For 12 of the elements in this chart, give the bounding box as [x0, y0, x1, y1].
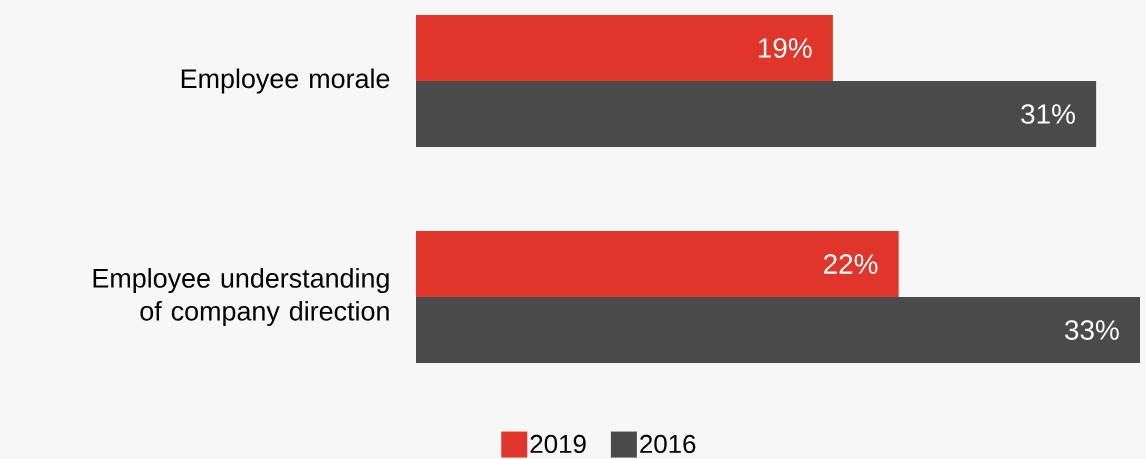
y-tick-label: Employee morale [181, 68, 390, 94]
bar [416, 297, 1141, 364]
legend-label: 2019 [530, 434, 586, 454]
data-label: 31% [1021, 104, 1075, 124]
bar [416, 81, 1097, 148]
data-label: 33% [1065, 320, 1119, 340]
y-tick-label: Employee understanding of company direction [93, 268, 389, 326]
data-label: 19% [758, 38, 812, 58]
legend-label: 2016 [640, 434, 696, 454]
bar [416, 14, 833, 81]
bar [416, 230, 899, 297]
data-label: 22% [824, 254, 878, 274]
